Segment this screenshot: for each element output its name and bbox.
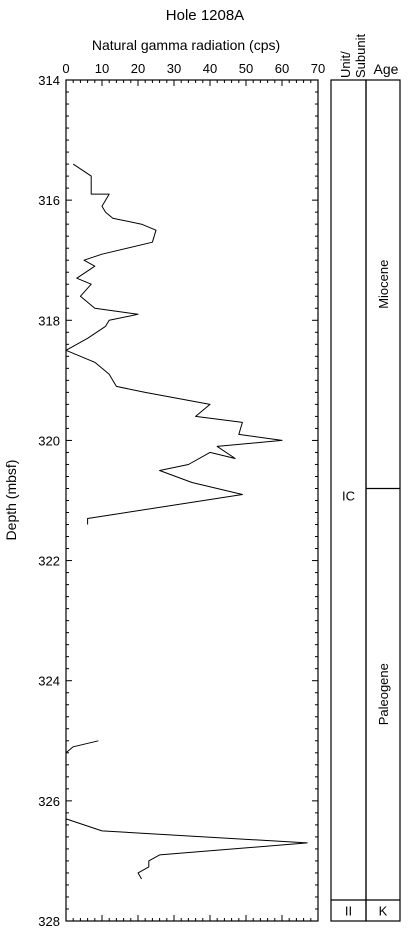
unit-subunit-header: Unit/ Subunit	[338, 34, 368, 78]
x-tick-label: 50	[239, 61, 253, 76]
age-label: Miocene	[376, 260, 391, 309]
age-header: Age	[374, 61, 399, 77]
age-label: K	[379, 903, 388, 918]
x-tick-label: 0	[62, 61, 69, 76]
y-tick-label: 326	[38, 794, 60, 809]
plot-area-frame	[65, 79, 319, 922]
x-tick-label: 10	[95, 61, 109, 76]
y-tick-label: 318	[38, 313, 60, 328]
y-tick-label: 324	[38, 674, 60, 689]
y-tick-label: 320	[38, 433, 60, 448]
gamma-series-line	[65, 740, 99, 754]
x-axis-ticks: 0 10 20 30 40 50 60 70	[62, 61, 325, 921]
x-tick-label: 70	[311, 61, 325, 76]
stratigraphy-columns: IC II Miocene Paleogene K	[331, 260, 400, 918]
unit-label: IC	[342, 489, 355, 504]
x-tick-label: 20	[131, 61, 145, 76]
x-tick-label: 60	[275, 61, 289, 76]
gamma-series-line	[65, 818, 308, 880]
y-tick-label: 322	[38, 554, 60, 569]
x-tick-label: 40	[203, 61, 217, 76]
age-label: Paleogene	[376, 663, 391, 725]
y-tick-label: 314	[38, 73, 60, 88]
y-tick-label: 328	[38, 914, 60, 929]
y-tick-label: 316	[38, 193, 60, 208]
age-column-frame	[365, 79, 401, 922]
gamma-series-line	[65, 163, 283, 525]
x-tick-label: 30	[167, 61, 181, 76]
x-axis-label: Natural gamma radiation (cps)	[92, 37, 280, 53]
gamma-series	[65, 163, 308, 880]
y-axis-ticks: 314 316 318 320 322 324 326 328	[38, 73, 318, 929]
unit-label: II	[345, 903, 352, 918]
y-axis-label: Depth (mbsf)	[3, 460, 19, 541]
chart-title: Hole 1208A	[166, 7, 244, 24]
